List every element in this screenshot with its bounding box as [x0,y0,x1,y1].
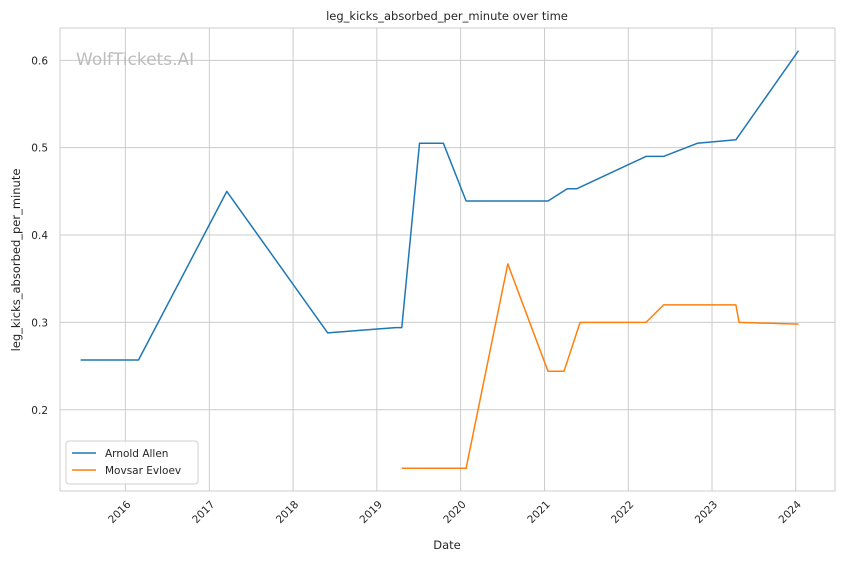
y-tick-label: 0.3 [31,317,48,329]
x-tick-label: 2018 [274,499,301,526]
x-gridlines [124,28,797,491]
x-tick-label: 2019 [358,499,385,526]
series-line-arnold-allen [80,50,800,361]
plot-area-frame [59,27,836,492]
x-tick-label: 2022 [609,499,636,526]
x-tick-label: 2016 [106,498,134,526]
legend: Arnold Allen Movsar Evloev [65,440,199,485]
y-axis-label: leg_kicks_absorbed_per_minute [9,169,23,352]
y-tick-label: 0.5 [31,143,48,155]
x-tick-label: 2021 [525,499,552,526]
y-tick-label: 0.2 [31,405,48,417]
chart-title: leg_kicks_absorbed_per_minute over time [326,9,568,23]
legend-label: Arnold Allen [105,448,168,460]
y-tick-label: 0.4 [31,230,48,242]
series-line-movsar-evloev [401,263,799,470]
y-tick-labels: 0.2 0.3 0.4 0.5 0.6 [31,55,48,416]
x-tick-label: 2024 [777,498,805,526]
legend-box [65,440,199,485]
x-tick-label: 2020 [441,499,468,526]
x-tick-label: 2023 [693,499,720,526]
watermark-text: WolfTickets.AI [76,50,194,70]
series-lines [80,50,800,470]
y-gridlines [60,59,835,411]
y-tick-label: 0.6 [31,55,48,67]
x-axis-label: Date [433,538,461,552]
x-tick-label: 2017 [190,499,217,526]
x-tick-labels: 2016 2017 2018 2019 2020 2021 2022 2023 2024 [106,498,804,526]
legend-label: Movsar Evloev [105,465,181,477]
